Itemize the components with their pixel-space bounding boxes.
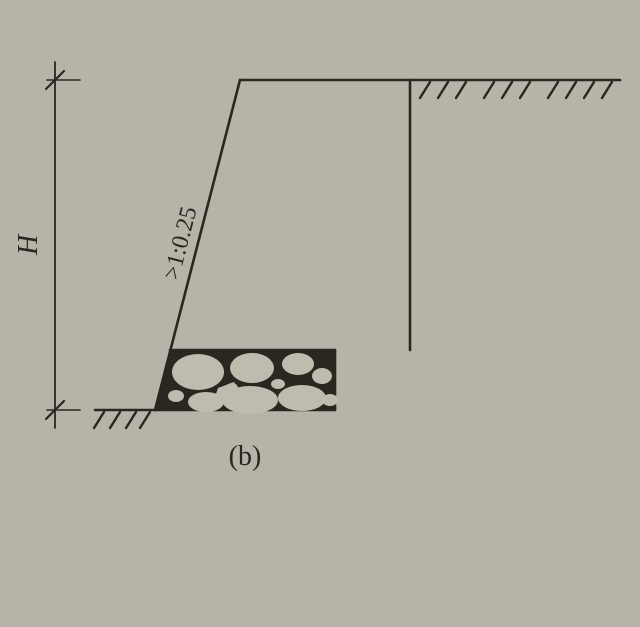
height-label: H [13, 233, 44, 256]
subfigure-caption: (b) [229, 441, 262, 472]
slope-label: >1:0.25 [159, 204, 203, 282]
